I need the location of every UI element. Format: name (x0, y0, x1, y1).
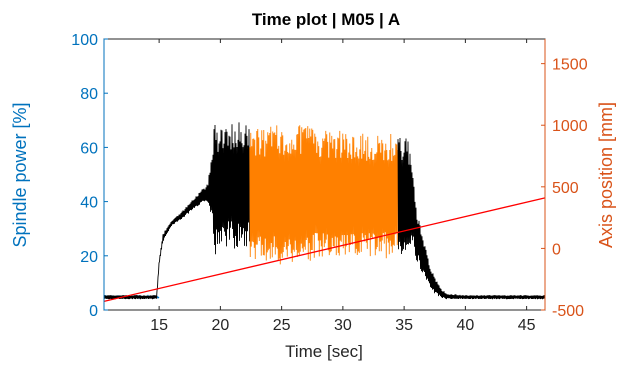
x-tick-label: 35 (395, 317, 413, 334)
x-tick-label: 40 (456, 317, 474, 334)
x-tick-label: 25 (273, 317, 291, 334)
x-axis-label: Time [sec] (285, 342, 363, 361)
y-axis-left-label: Spindle power [%] (10, 102, 30, 247)
series-trace-2 (249, 125, 399, 265)
x-axis: 15 20 25 30 35 40 45 (150, 39, 536, 334)
series-trace-3 (397, 137, 546, 300)
y-left-tick-label: 0 (89, 303, 98, 320)
series-trace-1 (103, 122, 250, 300)
x-tick-label: 20 (211, 317, 229, 334)
y-right-tick-label: 1500 (552, 57, 588, 74)
y-right-tick-label: -500 (552, 303, 584, 320)
chart-title: Time plot | M05 | A (252, 10, 400, 29)
x-tick-label: 30 (334, 317, 352, 334)
x-tick-label: 45 (518, 317, 536, 334)
y-left-tick-label: 80 (80, 86, 98, 103)
y-left-tick-label: 20 (80, 249, 98, 266)
y-axis-left: 0 20 40 60 80 100 (71, 32, 108, 320)
y-left-tick-label: 40 (80, 195, 98, 212)
y-axis-right-label: Axis position [mm] (596, 102, 616, 248)
y-right-tick-label: 500 (552, 180, 579, 197)
y-right-tick-label: 1000 (552, 118, 588, 135)
y-left-tick-label: 60 (80, 140, 98, 157)
plot-area (103, 38, 546, 311)
x-tick-label: 15 (150, 317, 168, 334)
y-right-tick-label: 0 (552, 241, 561, 258)
y-axis-right: -500 0 500 1000 1500 (541, 39, 588, 320)
series-line-4 (103, 197, 546, 303)
series-layer (103, 122, 546, 303)
y-left-tick-label: 100 (71, 32, 98, 49)
